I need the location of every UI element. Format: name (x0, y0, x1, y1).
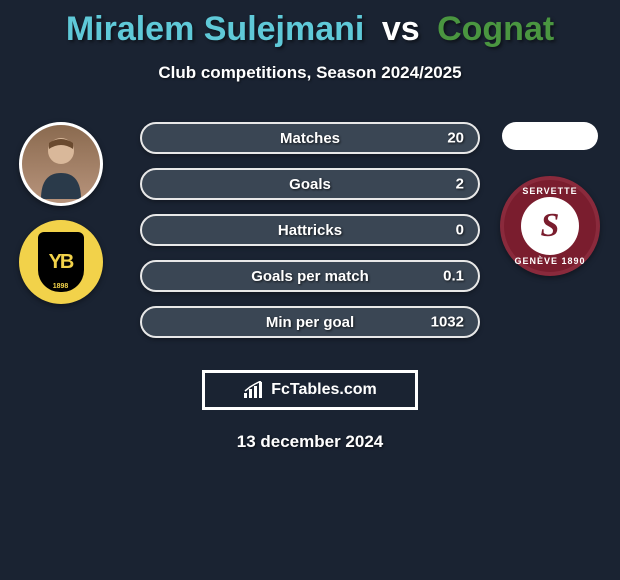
player2-name: Cognat (437, 10, 554, 48)
date-text: 13 december 2024 (0, 432, 620, 452)
stat-value-right: 0 (456, 222, 464, 239)
stat-row-goals: Goals 2 (140, 168, 480, 200)
stat-row-mpg: Min per goal 1032 (140, 306, 480, 338)
stat-row-gpm: Goals per match 0.1 (140, 260, 480, 292)
stat-value-right: 1032 (431, 314, 464, 331)
stat-value-right: 20 (447, 130, 464, 147)
footer-block: FcTables.com 13 december 2024 (0, 350, 620, 452)
stat-row-hattricks: Hattricks 0 (140, 214, 480, 246)
club2-top-text: SERVETTE (522, 186, 577, 196)
player1-club-badge: YB 1898 (19, 220, 103, 304)
player1-name: Miralem Sulejmani (66, 10, 365, 48)
brand-text: FcTables.com (271, 381, 377, 399)
chart-icon (243, 381, 265, 399)
club2-bottom-text: GENÈVE 1890 (514, 256, 585, 266)
page-title: Miralem Sulejmani vs Cognat (0, 0, 620, 49)
avatar-placeholder-icon (31, 129, 91, 199)
stat-label: Matches (280, 130, 340, 147)
left-column: YB 1898 (8, 122, 113, 304)
stat-label: Hattricks (278, 222, 342, 239)
stat-row-matches: Matches 20 (140, 122, 480, 154)
player1-avatar (19, 122, 103, 206)
right-column: SERVETTE S GENÈVE 1890 (488, 122, 612, 276)
stat-value-right: 2 (456, 176, 464, 193)
club2-letter: S (541, 207, 560, 245)
club1-year: 1898 (53, 283, 69, 290)
stat-label: Goals per match (251, 268, 369, 285)
stat-value-right: 0.1 (443, 268, 464, 285)
brand-box: FcTables.com (202, 370, 418, 410)
player2-avatar-placeholder (502, 122, 598, 150)
subtitle: Club competitions, Season 2024/2025 (0, 63, 620, 83)
stat-label: Goals (289, 176, 331, 193)
club2-circle: S (521, 197, 579, 255)
vs-text: vs (382, 10, 420, 48)
club1-initials: YB (49, 251, 73, 274)
stats-container: Matches 20 Goals 2 Hattricks 0 Goals per… (140, 122, 480, 338)
stat-label: Min per goal (266, 314, 354, 331)
player2-club-badge: SERVETTE S GENÈVE 1890 (500, 176, 600, 276)
club1-shield: YB 1898 (38, 232, 84, 292)
